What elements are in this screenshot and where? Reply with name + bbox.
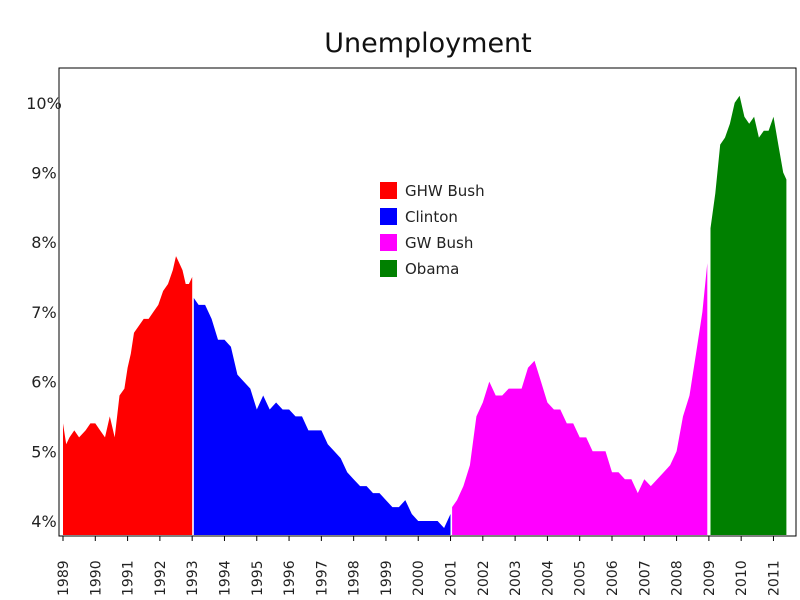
x-tick-label: 2006	[605, 560, 621, 596]
x-tick-label: 2010	[734, 560, 750, 596]
series-area-clinton	[193, 298, 451, 535]
y-tick-label: 9%	[31, 164, 56, 183]
legend-swatch-gw-bush	[380, 234, 397, 251]
x-tick-label: 1991	[121, 560, 137, 596]
y-tick-label: 4%	[31, 512, 56, 531]
series-area-gw-bush	[452, 263, 708, 535]
x-tick-label: 2008	[670, 560, 686, 596]
legend-label-ghw-bush: GHW Bush	[405, 182, 485, 200]
y-tick-label: 6%	[31, 373, 56, 392]
legend-label-obama: Obama	[405, 260, 459, 278]
x-axis: 1989 1990 1991 1992 1993 1994 1995 1996 1997 1998…	[56, 536, 782, 596]
x-tick-label: 2003	[508, 560, 524, 596]
x-tick-label: 1995	[250, 560, 266, 596]
y-tick-label: 7%	[31, 303, 56, 322]
legend-swatch-clinton	[380, 208, 397, 225]
series-areas	[63, 95, 787, 536]
x-tick-label: 2002	[476, 560, 492, 596]
x-tick-label: 2004	[540, 560, 556, 596]
x-tick-label: 1994	[217, 560, 233, 596]
y-tick-label: 8%	[31, 233, 56, 252]
legend-label-gw-bush: GW Bush	[405, 234, 473, 252]
legend-swatch-obama	[380, 260, 397, 277]
y-tick-label: 10%	[26, 94, 62, 113]
x-tick-label: 2011	[766, 560, 782, 596]
x-tick-label: 1996	[282, 560, 298, 596]
plot-frame	[58, 67, 797, 537]
legend: GHW Bush Clinton GW Bush Obama	[380, 182, 485, 278]
x-tick-label: 2000	[411, 560, 427, 596]
x-tick-label: 1998	[347, 560, 363, 596]
x-tick-label: 1993	[185, 560, 201, 596]
x-tick-label: 2001	[444, 560, 460, 596]
x-tick-label: 1990	[88, 560, 104, 596]
x-tick-label: 1999	[379, 560, 395, 596]
chart-title: Unemployment	[324, 28, 532, 59]
y-axis: 4% 5% 6% 7% 8% 9% 10%	[26, 94, 62, 531]
x-tick-label: 1997	[314, 560, 330, 596]
x-tick-label: 2007	[637, 560, 653, 596]
x-tick-label: 2005	[573, 560, 589, 596]
x-tick-label: 1992	[153, 560, 169, 596]
series-area-ghw-bush	[63, 256, 193, 535]
legend-label-clinton: Clinton	[405, 208, 458, 226]
x-tick-label: 2009	[702, 560, 718, 596]
y-tick-label: 5%	[31, 442, 56, 461]
x-tick-label: 1989	[56, 560, 72, 596]
legend-swatch-ghw-bush	[380, 182, 397, 199]
series-area-obama	[710, 95, 787, 536]
